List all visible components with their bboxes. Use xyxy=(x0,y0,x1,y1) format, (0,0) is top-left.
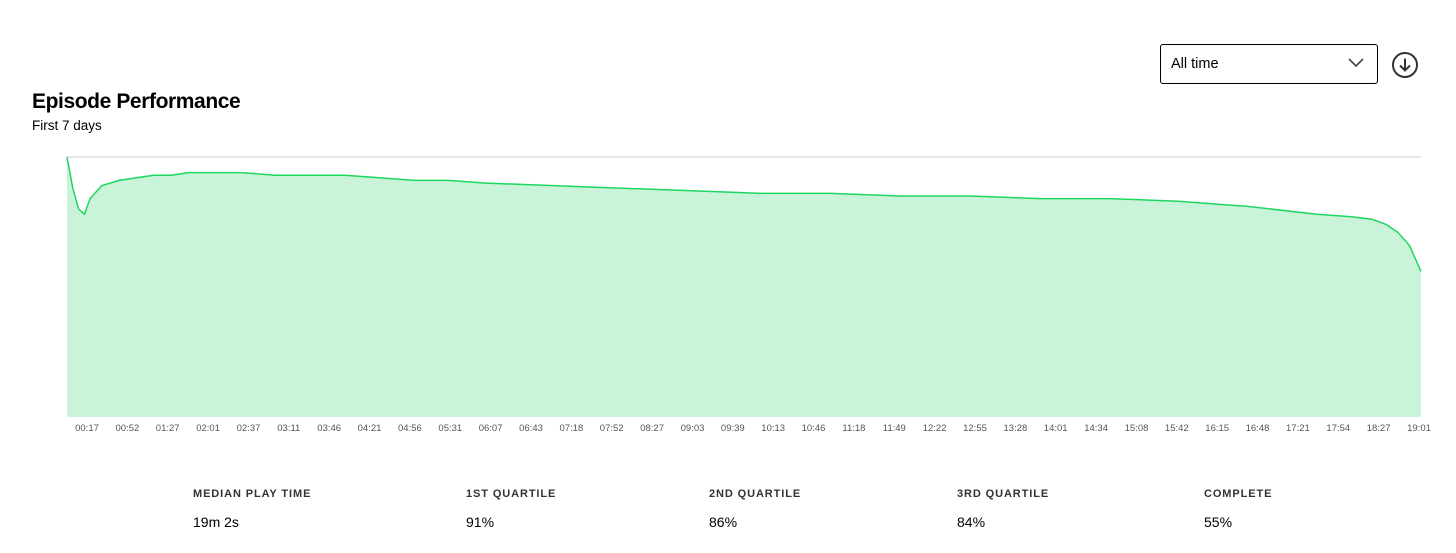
x-tick-label: 10:13 xyxy=(761,423,785,434)
x-tick-label: 11:49 xyxy=(883,423,906,434)
time-range-value: All time xyxy=(1171,56,1219,72)
x-tick-label: 09:03 xyxy=(681,423,705,434)
stat-second-quartile: 2ND QUARTILE 86% xyxy=(709,488,801,530)
x-tick-label: 15:42 xyxy=(1165,423,1189,434)
x-tick-label: 16:48 xyxy=(1246,423,1270,434)
stat-value: 91% xyxy=(466,514,495,530)
x-tick-label: 14:01 xyxy=(1044,423,1068,434)
x-tick-label: 04:56 xyxy=(398,423,422,434)
stat-label: 2ND QUARTILE xyxy=(709,488,802,500)
stat-label: 3RD QUARTILE xyxy=(957,488,1050,500)
x-tick-label: 14:34 xyxy=(1084,423,1108,434)
retention-chart: 00:17 00:52 01:27 02:01 02:37 03:11 03:46 04:21… xyxy=(66,156,1431,434)
chart-subtitle: First 7 days xyxy=(32,118,102,133)
stat-label: 1ST QUARTILE xyxy=(466,488,557,500)
stat-first-quartile: 1ST QUARTILE 91% xyxy=(466,488,556,530)
stat-value: 84% xyxy=(957,514,986,530)
stat-third-quartile: 3RD QUARTILE 84% xyxy=(957,488,1049,530)
x-tick-label: 17:54 xyxy=(1326,423,1350,434)
x-tick-label: 11:18 xyxy=(842,423,865,434)
stat-value: 19m 2s xyxy=(193,514,239,530)
x-tick-label: 16:15 xyxy=(1205,423,1229,434)
x-tick-label: 06:07 xyxy=(479,423,503,434)
x-tick-label: 09:39 xyxy=(721,423,745,434)
x-axis-ticks: 00:17 00:52 01:27 02:01 02:37 03:11 03:46 04:21… xyxy=(75,423,1431,434)
retention-area xyxy=(67,157,1421,417)
x-tick-label: 03:46 xyxy=(317,423,341,434)
stat-value: 55% xyxy=(1204,514,1233,530)
x-tick-label: 03:11 xyxy=(277,423,300,434)
x-tick-label: 07:52 xyxy=(600,423,624,434)
x-tick-label: 13:28 xyxy=(1004,423,1028,434)
x-tick-label: 07:18 xyxy=(560,423,584,434)
x-tick-label: 12:22 xyxy=(923,423,947,434)
x-tick-label: 06:43 xyxy=(519,423,543,434)
download-icon[interactable] xyxy=(1391,51,1419,79)
x-tick-label: 08:27 xyxy=(640,423,664,434)
stat-median-play-time: MEDIAN PLAY TIME 19m 2s xyxy=(193,488,311,530)
chart-title: Episode Performance xyxy=(32,90,241,113)
x-tick-label: 04:21 xyxy=(358,423,382,434)
x-tick-label: 15:08 xyxy=(1125,423,1149,434)
retention-line xyxy=(66,156,1422,272)
stat-label: COMPLETE xyxy=(1204,488,1273,500)
stat-value: 86% xyxy=(709,514,738,530)
x-tick-label: 17:21 xyxy=(1286,423,1310,434)
x-tick-label: 00:17 xyxy=(75,423,99,434)
time-range-dropdown[interactable]: All time xyxy=(1160,44,1378,84)
x-tick-label: 19:01 xyxy=(1407,423,1431,434)
x-tick-label: 18:27 xyxy=(1367,423,1391,434)
x-tick-label: 02:37 xyxy=(237,423,261,434)
x-tick-label: 12:55 xyxy=(963,423,987,434)
x-tick-label: 01:27 xyxy=(156,423,180,434)
stat-label: MEDIAN PLAY TIME xyxy=(193,488,312,500)
retention-stats: MEDIAN PLAY TIME 19m 2s 1ST QUARTILE 91%… xyxy=(0,488,1456,548)
stat-complete: COMPLETE 55% xyxy=(1204,488,1272,530)
x-tick-label: 05:31 xyxy=(438,423,462,434)
x-tick-label: 02:01 xyxy=(196,423,220,434)
chevron-down-icon xyxy=(1348,58,1364,68)
x-tick-label: 10:46 xyxy=(802,423,826,434)
x-tick-label: 00:52 xyxy=(116,423,140,434)
